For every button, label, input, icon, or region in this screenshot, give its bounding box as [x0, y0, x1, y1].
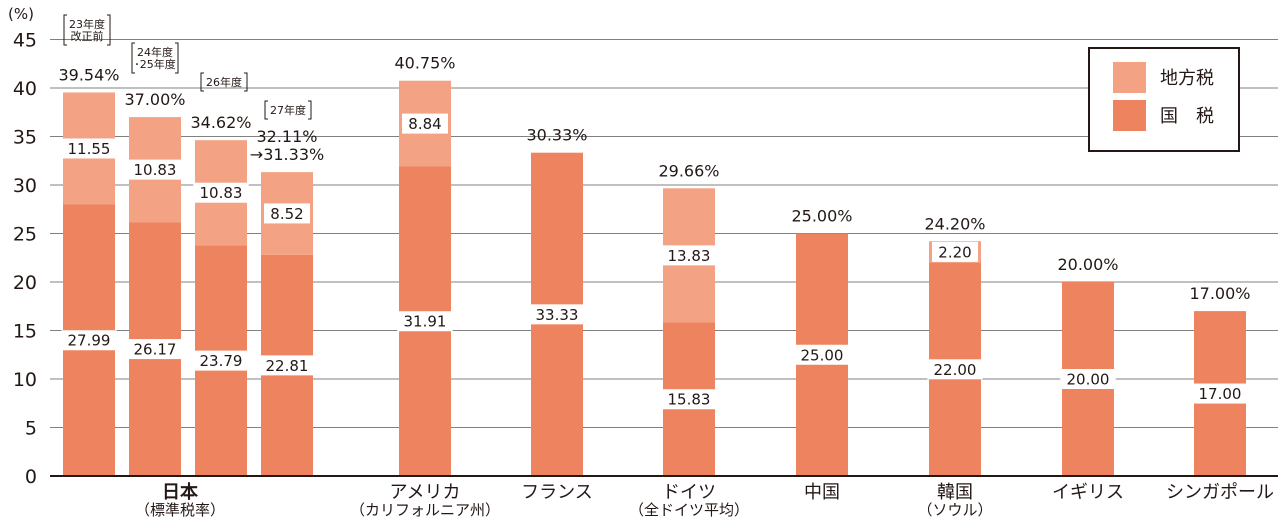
x-category-label: フランス — [521, 482, 593, 503]
data-label-national: 25.00 — [801, 346, 844, 364]
y-tick-label: 30 — [13, 175, 37, 197]
year-note-bracket-left — [265, 101, 268, 119]
data-label-national: 31.91 — [404, 313, 447, 331]
data-label-national: 22.00 — [934, 361, 977, 379]
year-note: 27年度 — [270, 103, 306, 117]
total-label: 39.54% — [58, 65, 119, 84]
total-label: 40.75% — [394, 54, 455, 73]
x-category-label: 韓国 — [937, 482, 973, 503]
y-tick-label: 40 — [13, 78, 37, 100]
x-category-sublabel: （カリフォルニア州） — [350, 501, 500, 519]
total-label: 17.00% — [1189, 284, 1250, 303]
legend-label: 国 税 — [1160, 106, 1214, 127]
year-note-bracket-left — [64, 15, 67, 45]
data-label-local: 8.84 — [408, 115, 441, 133]
x-category-label: イギリス — [1052, 482, 1124, 503]
data-label-national: 20.00 — [1067, 371, 1110, 389]
data-label-national: 23.79 — [200, 352, 243, 370]
data-label-national: 15.83 — [668, 391, 711, 409]
y-tick-label: 25 — [13, 224, 37, 246]
y-tick-label: 45 — [13, 30, 37, 52]
data-label-national: 33.33 — [536, 306, 579, 324]
year-note: 26年度 — [206, 75, 242, 89]
data-label-national: 27.99 — [68, 332, 111, 350]
total-label: 34.62% — [190, 113, 251, 132]
total-label: 20.00% — [1057, 255, 1118, 274]
legend-swatch — [1113, 100, 1146, 131]
x-category-label: ドイツ — [662, 482, 716, 503]
x-category-label: シンガポール — [1166, 482, 1274, 503]
legend-box — [1089, 48, 1239, 151]
data-label-local: 10.83 — [134, 161, 177, 179]
year-note: 24年度 — [137, 45, 173, 59]
data-label-national: 22.81 — [266, 357, 309, 375]
data-label-national: 26.17 — [134, 341, 177, 359]
total-label: 24.20% — [924, 214, 985, 233]
y-tick-label: 0 — [25, 466, 37, 488]
y-tick-label: 20 — [13, 272, 37, 294]
x-category-sublabel: （全ドイツ平均） — [629, 501, 749, 519]
x-category-sublabel: （ソウル） — [917, 501, 992, 519]
legend-label: 地方税 — [1160, 68, 1214, 89]
data-label-national: 17.00 — [1199, 385, 1242, 403]
y-tick-label: 10 — [13, 369, 37, 391]
y-unit-label: (%) — [8, 5, 34, 23]
x-category-label: 日本 — [162, 481, 198, 503]
year-note: 改正前 — [71, 29, 104, 43]
data-label-local: 11.55 — [68, 140, 111, 158]
year-note: ･25年度 — [134, 57, 176, 71]
total-label: 29.66% — [658, 161, 719, 180]
total-label: →31.33% — [250, 145, 324, 164]
x-category-label: 中国 — [804, 482, 840, 503]
year-note-bracket-right — [107, 15, 110, 45]
total-label: 37.00% — [124, 90, 185, 109]
total-label: 30.33% — [526, 126, 587, 145]
data-label-local: 8.52 — [270, 205, 303, 223]
data-label-local: 2.20 — [938, 243, 971, 261]
data-label-local: 10.83 — [200, 184, 243, 202]
y-tick-label: 15 — [13, 321, 37, 343]
x-category-label: アメリカ — [389, 482, 460, 503]
x-category-sublabel: （標準税率） — [135, 501, 225, 519]
total-label: 25.00% — [791, 207, 852, 226]
bars — [63, 81, 1246, 476]
total-label: 32.11% — [256, 127, 317, 146]
legend-swatch — [1113, 62, 1146, 93]
y-tick-label: 5 — [25, 418, 37, 440]
y-tick-label: 35 — [13, 127, 37, 149]
data-label-local: 13.83 — [668, 247, 711, 265]
year-note: 23年度 — [69, 17, 105, 31]
year-note-bracket-right — [308, 101, 311, 119]
